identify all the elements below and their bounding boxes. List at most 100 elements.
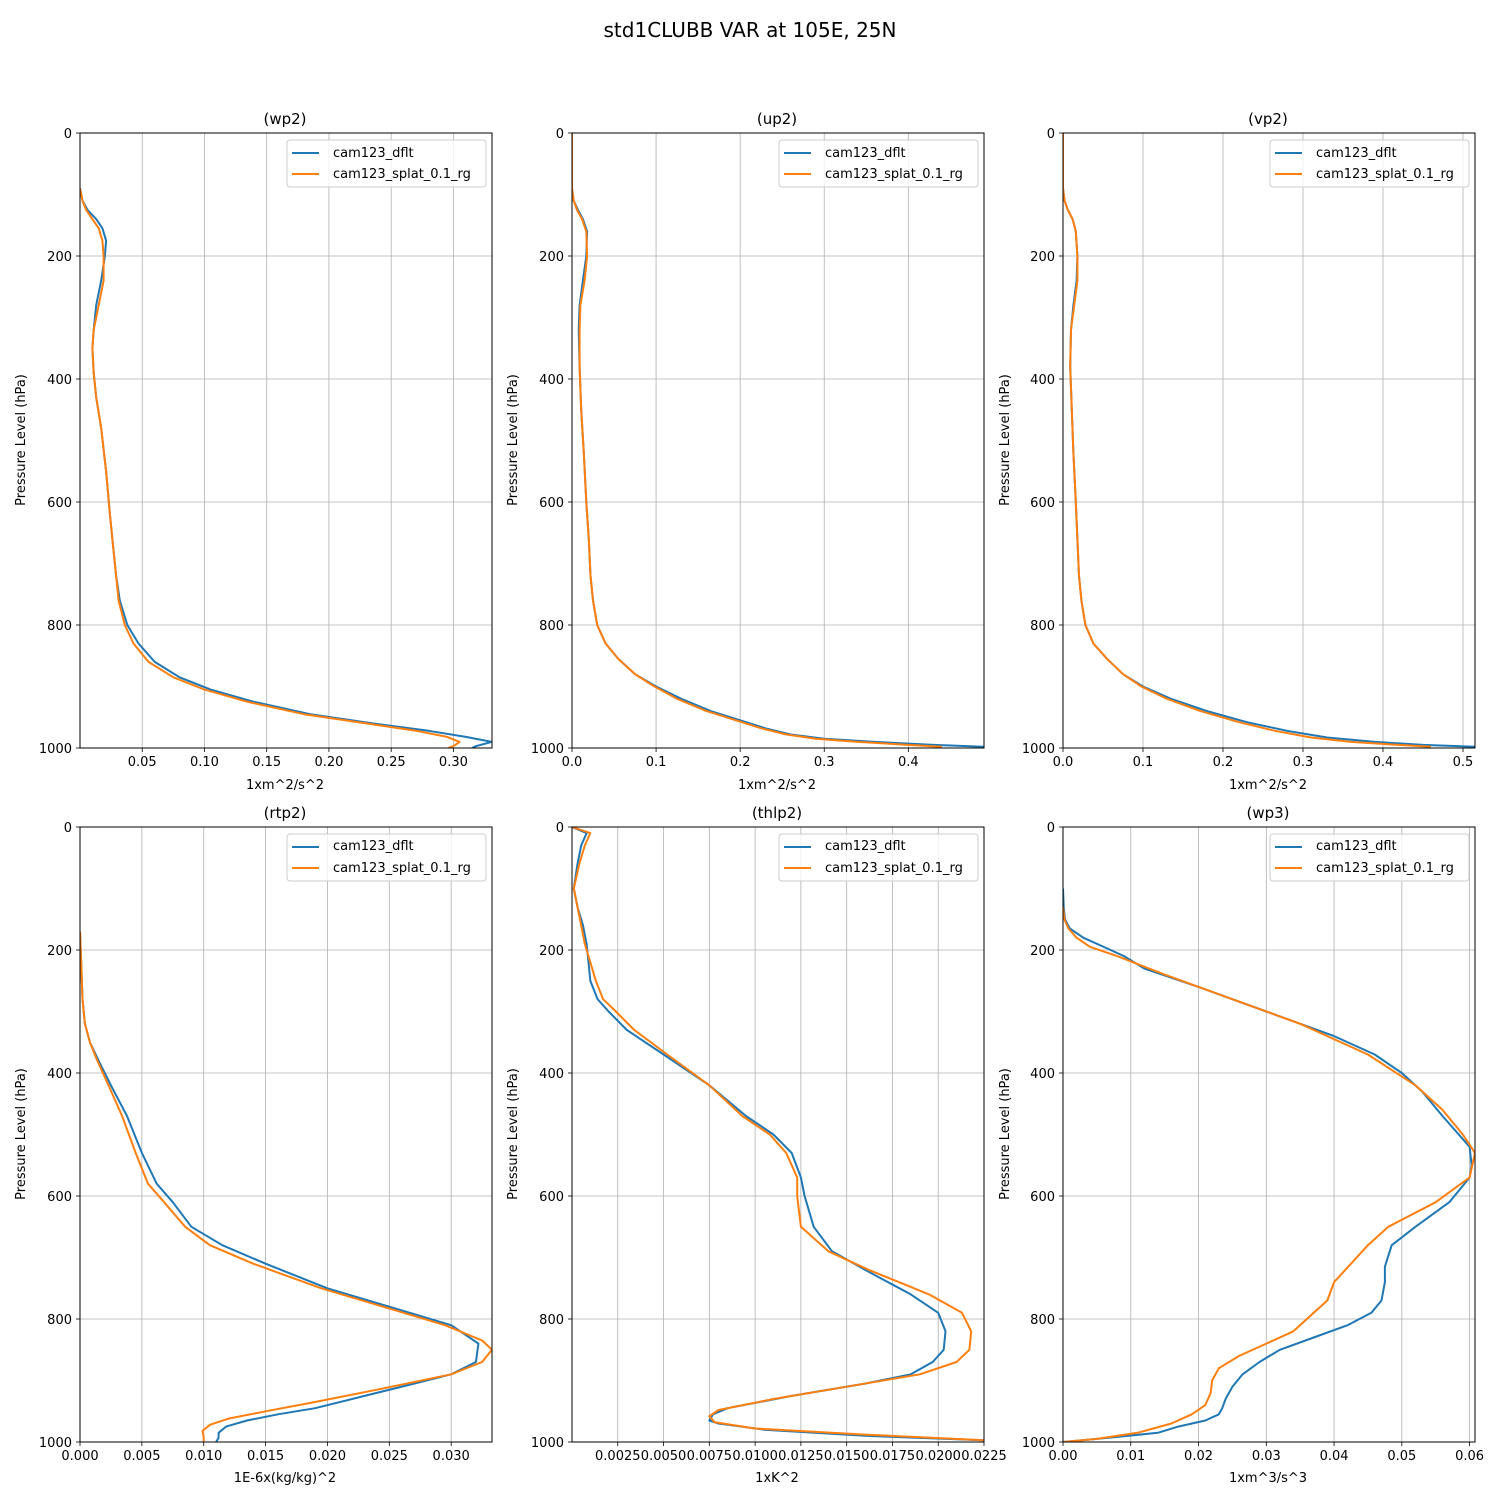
subplot-title: (wp3)	[1246, 804, 1289, 822]
x-axis-label: 1E-6x(kg/kg)^2	[234, 1471, 336, 1486]
figure-title: std1CLUBB VAR at 105E, 25N	[604, 18, 897, 42]
y-tick-label: 400	[1030, 373, 1055, 388]
y-tick-label: 200	[47, 250, 72, 265]
y-tick-label: 1000	[39, 742, 72, 757]
x-tick-label: 0.2	[730, 755, 751, 770]
plot-area: 0.05 0.10 0.15 0.20 0.25 0.30 0 200 400 600 800 100…	[39, 127, 493, 770]
y-tick-label: 1000	[1022, 1436, 1055, 1451]
x-axis-label: 1xK^2	[755, 1471, 799, 1486]
legend-label-0: cam123_dflt	[1316, 839, 1397, 854]
axes-frame	[79, 826, 493, 1443]
series-line-cam123_dflt	[80, 931, 480, 1442]
y-axis-label: Pressure Level (hPa)	[998, 374, 1013, 506]
subplot-title: (thlp2)	[752, 804, 802, 822]
y-tick-label: 200	[47, 944, 72, 959]
x-tick-label: 0.10	[190, 755, 219, 770]
y-tick-label: 800	[47, 1313, 72, 1328]
y-tick-label: 1000	[531, 742, 564, 757]
series-line-cam123_splat_0.1_rg	[572, 827, 984, 1442]
x-tick-label: 0.015	[247, 1449, 284, 1464]
axes-frame	[571, 132, 985, 749]
x-tick-label: 0.05	[128, 755, 157, 770]
legend-label-0: cam123_dflt	[1316, 146, 1397, 161]
x-tick-label: 0.4	[898, 755, 919, 770]
legend-label-1: cam123_splat_0.1_rg	[825, 167, 963, 182]
x-tick-label: 0.02	[1184, 1449, 1213, 1464]
axes-frame	[1062, 132, 1476, 749]
series-line-cam123_splat_0.1_rg	[1063, 906, 1475, 1442]
y-tick-label: 0	[64, 127, 72, 142]
legend	[286, 833, 487, 882]
subplot-wp2: (wp2) 0.05 0.10 0.15 0.20 0.25 0.30 0 200 400 600…	[14, 110, 493, 793]
series-line-cam123_dflt	[1063, 888, 1473, 1442]
legend-label-1: cam123_splat_0.1_rg	[825, 861, 963, 876]
x-tick-label: 0.030	[433, 1449, 470, 1464]
x-tick-label: 0.0	[1053, 755, 1074, 770]
x-axis-label: 1xm^2/s^2	[1229, 778, 1307, 793]
axes-frame	[571, 826, 985, 1443]
x-tick-label: 0.025	[371, 1449, 408, 1464]
y-tick-label: 1000	[1022, 742, 1055, 757]
axes-frame	[1062, 826, 1476, 1443]
legend	[286, 139, 487, 188]
y-tick-label: 200	[1030, 250, 1055, 265]
x-tick-label: 0.3	[1293, 755, 1314, 770]
x-tick-label: 0.0200	[915, 1449, 961, 1464]
legend-label-1: cam123_splat_0.1_rg	[333, 167, 471, 182]
y-axis-label: Pressure Level (hPa)	[506, 1068, 521, 1200]
x-tick-label: 0.0225	[961, 1449, 1007, 1464]
series-line-cam123_splat_0.1_rg	[80, 931, 492, 1442]
x-tick-label: 0.1	[1133, 755, 1154, 770]
x-tick-label: 0.25	[377, 755, 406, 770]
x-tick-label: 0.04	[1320, 1449, 1349, 1464]
y-tick-label: 200	[539, 250, 564, 265]
plot-area: 0.0 0.1 0.2 0.3 0.4 0.5 0 200 400 600 800 1000	[1022, 127, 1476, 770]
y-tick-label: 600	[1030, 496, 1055, 511]
y-tick-label: 600	[539, 496, 564, 511]
legend-label-0: cam123_dflt	[333, 146, 414, 161]
y-tick-label: 800	[539, 1313, 564, 1328]
series-line-cam123_dflt	[80, 188, 492, 748]
series-line-cam123_splat_0.1_rg	[1063, 133, 1432, 748]
y-tick-label: 200	[539, 944, 564, 959]
y-axis-label: Pressure Level (hPa)	[14, 374, 29, 506]
legend-label-1: cam123_splat_0.1_rg	[1316, 167, 1454, 182]
series-line-cam123_splat_0.1_rg	[572, 133, 943, 748]
y-axis-label: Pressure Level (hPa)	[506, 374, 521, 506]
x-tick-label: 0.03	[1252, 1449, 1281, 1464]
subplot-vp2: (vp2) 0.0 0.1 0.2 0.3 0.4 0.5 0 200 400 600 800 100…	[998, 110, 1476, 793]
subplot-title: (wp2)	[263, 110, 306, 128]
y-tick-label: 0	[1047, 127, 1055, 142]
legend	[1269, 139, 1470, 188]
plot-area: 0.0 0.1 0.2 0.3 0.4 0 200 400 600 800 1000	[531, 127, 985, 770]
x-tick-label: 0.06	[1455, 1449, 1484, 1464]
x-axis-label: 1xm^3/s^3	[1229, 1471, 1307, 1486]
plot-area: 0.000 0.005 0.010 0.015 0.020 0.025 0.030 0 200 4…	[39, 821, 493, 1464]
x-tick-label: 0.0175	[870, 1449, 916, 1464]
series-line-cam123_dflt	[572, 827, 984, 1442]
plot-area: 0.00 0.01 0.02 0.03 0.04 0.05 0.06 0 200 400 600 80…	[1022, 821, 1484, 1464]
y-tick-label: 200	[1030, 944, 1055, 959]
series-line-cam123_dflt	[1063, 133, 1475, 748]
y-tick-label: 400	[539, 373, 564, 388]
y-tick-label: 400	[47, 1067, 72, 1082]
x-tick-label: 0.0	[562, 755, 583, 770]
legend	[1269, 833, 1470, 882]
subplot-wp3: (wp3) 0.00 0.01 0.02 0.03 0.04 0.05 0.06 0 200 40…	[998, 804, 1484, 1486]
y-tick-label: 600	[47, 1190, 72, 1205]
x-tick-label: 0.005	[123, 1449, 160, 1464]
x-tick-label: 0.4	[1373, 755, 1394, 770]
x-tick-label: 0.20	[314, 755, 343, 770]
x-tick-label: 0.1	[646, 755, 667, 770]
subplot-title: (up2)	[757, 110, 797, 128]
y-tick-label: 800	[539, 619, 564, 634]
y-axis-label: Pressure Level (hPa)	[998, 1068, 1013, 1200]
subplot-title: (rtp2)	[264, 804, 307, 822]
x-axis-label: 1xm^2/s^2	[246, 778, 324, 793]
x-tick-label: 0.0125	[778, 1449, 824, 1464]
legend-label-0: cam123_dflt	[333, 839, 414, 854]
legend-label-0: cam123_dflt	[825, 839, 906, 854]
x-tick-label: 0.01	[1116, 1449, 1145, 1464]
x-axis-label: 1xm^2/s^2	[738, 778, 816, 793]
